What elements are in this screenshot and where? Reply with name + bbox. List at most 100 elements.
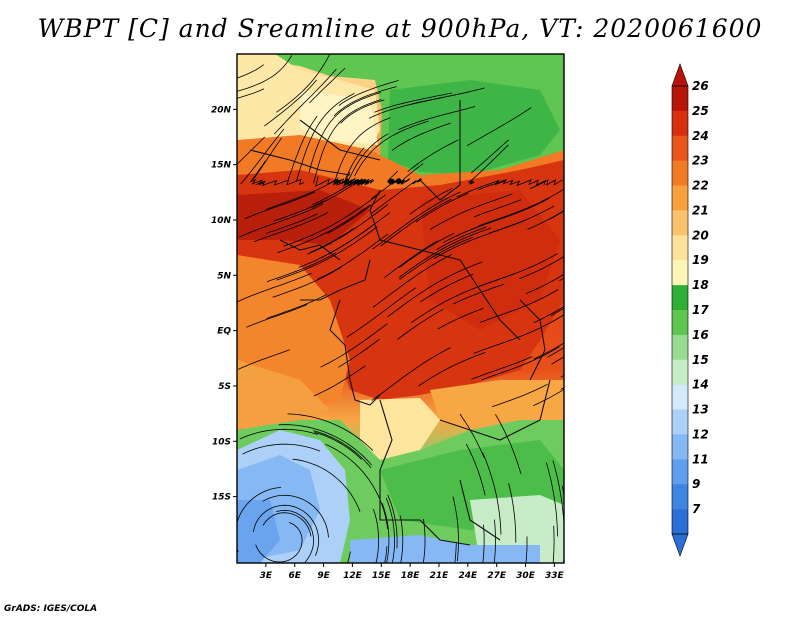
- streamline: [508, 483, 517, 543]
- streamline: [470, 139, 509, 174]
- streamline: [266, 252, 337, 283]
- streamline: [550, 307, 564, 317]
- streamline: [560, 374, 564, 378]
- colorbar-segment: [672, 459, 688, 485]
- colorbar-label: 18: [692, 278, 709, 292]
- colorbar-segment: [672, 185, 688, 211]
- streamline: [242, 443, 321, 455]
- colorbar-segment: [672, 434, 688, 460]
- streamline: [239, 428, 318, 440]
- streamline: [272, 266, 342, 298]
- colorbar-label: 12: [692, 427, 709, 441]
- colorbar-segment: [672, 384, 688, 410]
- streamline: [325, 443, 388, 529]
- streamline: [398, 227, 492, 278]
- streamline: [473, 199, 522, 218]
- streamline: [473, 314, 564, 354]
- streamline: [266, 293, 328, 319]
- colorbar-segment: [672, 509, 688, 535]
- streamline: [407, 139, 459, 173]
- streamline: [237, 64, 264, 79]
- streamline: [237, 272, 312, 303]
- streamline: [545, 462, 558, 537]
- streamline: [276, 54, 331, 113]
- streamline: [373, 508, 379, 563]
- streamline: [399, 232, 455, 268]
- lat-tick-label: EQ: [217, 327, 231, 337]
- streamline: [493, 519, 496, 563]
- lon-tick-label: 3E: [260, 571, 273, 581]
- streamline: [309, 67, 346, 104]
- streamline: [399, 163, 424, 185]
- lon-tick-label: 18E: [401, 571, 421, 581]
- colorbar-label: 20: [692, 228, 709, 242]
- colorbar-label: 21: [692, 203, 709, 217]
- lon-tick-label: 24E: [458, 571, 478, 581]
- streamline: [495, 414, 522, 475]
- streamline: [278, 424, 372, 466]
- streamline: [381, 503, 390, 563]
- colorbar-label: 7: [692, 502, 701, 516]
- streamline: [273, 200, 325, 222]
- streamline: [429, 193, 513, 230]
- streamline: [398, 106, 476, 130]
- streamline: [276, 226, 378, 281]
- streamline: [397, 308, 444, 340]
- streamline: [372, 254, 452, 308]
- lon-tick-label: 15E: [372, 571, 392, 581]
- colorbar-segment: [672, 110, 688, 137]
- streamline: [239, 203, 324, 238]
- streamline: [244, 191, 316, 220]
- lat-tick-label: 5S: [218, 382, 231, 392]
- colorbar-segment: [672, 484, 688, 510]
- streamline: [249, 160, 266, 186]
- lon-tick-label: 27E: [487, 571, 507, 581]
- streamline: [338, 338, 380, 368]
- streamline: [264, 79, 318, 127]
- streamline: [371, 178, 422, 214]
- streamline: [478, 188, 564, 227]
- streamline: [387, 261, 483, 318]
- streamline: [420, 273, 474, 303]
- streamline: [559, 277, 564, 282]
- map-title: WBPT [C] and Sreamline at 900hPa, VT: 20…: [37, 14, 763, 43]
- colorbar-segment: [672, 160, 688, 186]
- colorbar-segment: [672, 359, 688, 385]
- streamline: [253, 211, 329, 243]
- colorbar-label: 23: [692, 154, 709, 168]
- streamline: [391, 122, 451, 151]
- streamline: [346, 287, 417, 338]
- streamline: [551, 356, 564, 365]
- streamline: [547, 347, 564, 358]
- streamline: [292, 458, 361, 512]
- colorbar-label: 24: [692, 129, 709, 143]
- streamline: [533, 342, 564, 360]
- streamline: [372, 191, 461, 250]
- colorbar-label: 13: [692, 403, 709, 417]
- longitude-axis: 3E 6E 9E 12E 15E 18E 21E 24E 27E 30E 33E: [260, 563, 565, 581]
- colorbar-label: 26: [692, 79, 709, 93]
- colorbar-label: 14: [692, 378, 709, 392]
- map-frame: [236, 53, 565, 564]
- colorbar-label: 11: [692, 452, 709, 466]
- colorbar-segment: [672, 285, 688, 311]
- streamline: [266, 213, 318, 234]
- streamline: [309, 228, 355, 253]
- streamline: [468, 144, 509, 185]
- streamline: [283, 193, 380, 247]
- colorbar-label: 16: [692, 328, 709, 342]
- lat-tick-label: 10N: [211, 216, 232, 226]
- streamline: [307, 204, 389, 255]
- streamline: [481, 346, 560, 381]
- streamline: [255, 522, 303, 563]
- streamline: [316, 233, 389, 280]
- streamline: [418, 352, 486, 387]
- streamline: [246, 304, 308, 328]
- colorbar-label: 25: [692, 104, 709, 118]
- streamline: [237, 487, 282, 553]
- streamline: [237, 88, 265, 99]
- lon-tick-label: 12E: [343, 571, 363, 581]
- streamline: [560, 386, 564, 390]
- streamline: [340, 99, 385, 124]
